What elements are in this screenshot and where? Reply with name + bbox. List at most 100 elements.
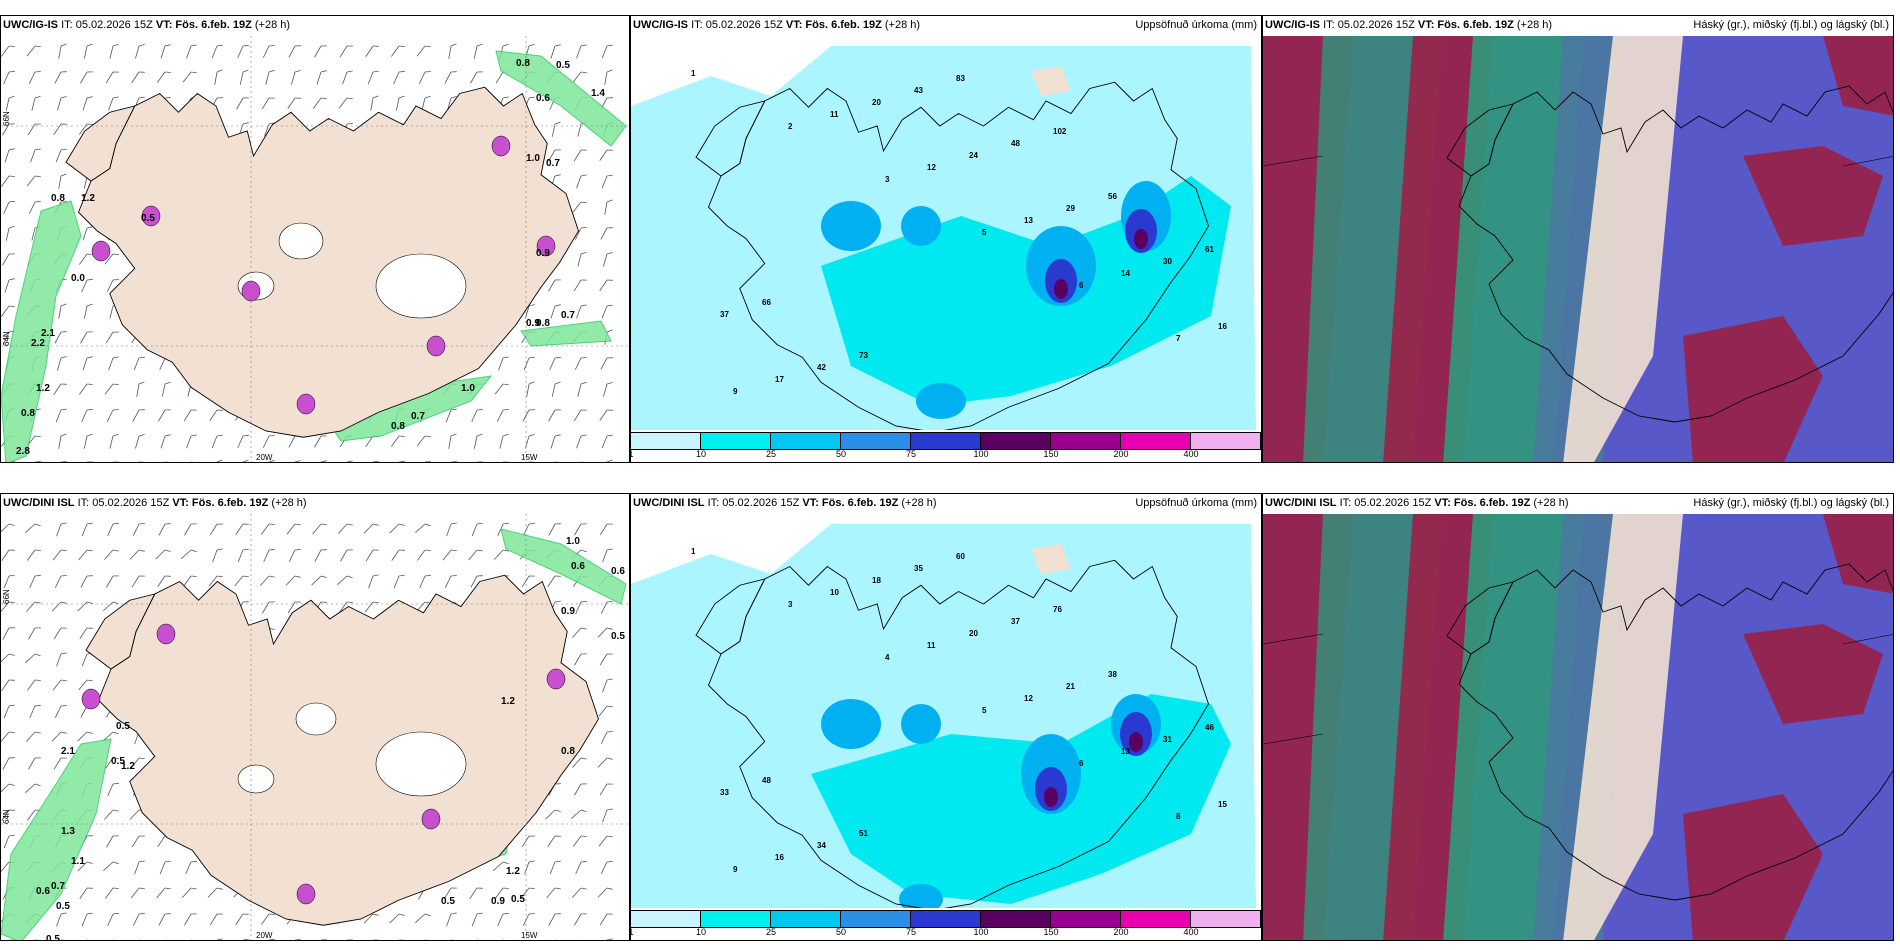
barb-flag — [606, 523, 613, 525]
barb-shaft — [108, 357, 114, 371]
wind-value-label: 0.5 — [441, 896, 455, 907]
barb-shaft — [521, 575, 530, 588]
wind-value-label: 0.6 — [536, 93, 550, 104]
barb-shaft — [470, 461, 478, 462]
wind-value-label: 0.8 — [561, 746, 575, 757]
wind-barb — [526, 381, 535, 397]
barb-shaft — [131, 575, 140, 588]
barb-flag — [60, 148, 67, 151]
barb-shaft — [3, 71, 10, 85]
barb-shaft — [314, 549, 322, 562]
barb-flag — [554, 575, 561, 577]
barb-shaft — [107, 523, 114, 537]
barb-shaft — [545, 939, 556, 940]
glacier — [375, 253, 467, 319]
wind-value-label: 1.2 — [121, 761, 135, 772]
barb-shaft — [288, 549, 296, 562]
barb-flag — [112, 912, 119, 915]
barb-flag — [34, 175, 41, 178]
barb-shaft — [573, 835, 582, 847]
wind-barb — [572, 627, 587, 638]
barb-flag — [528, 913, 535, 915]
wind-barb — [1, 305, 15, 317]
barb-shaft — [497, 523, 504, 537]
barb-shaft — [314, 45, 322, 58]
wind-barb — [109, 43, 119, 59]
barb-shaft — [129, 809, 140, 820]
barb-shaft — [495, 461, 504, 462]
colorbar-cell — [1121, 911, 1191, 927]
wind-barb — [81, 912, 93, 927]
wind-barb — [599, 409, 613, 422]
barb-flag — [86, 433, 93, 437]
barb-flag — [398, 574, 405, 577]
barb-shaft — [576, 305, 582, 319]
wind-barb — [597, 627, 613, 638]
wind-barb — [211, 44, 223, 59]
wind-barb — [26, 175, 41, 187]
glacier — [278, 222, 324, 260]
wind-barb — [395, 95, 405, 111]
barb-shaft — [572, 461, 582, 462]
barb-flag — [60, 383, 67, 385]
barb-flag — [60, 679, 67, 682]
barb-flag — [554, 304, 561, 307]
barb-flag — [8, 783, 15, 786]
wind-barb — [363, 913, 379, 924]
barb-shaft — [58, 435, 62, 449]
iceland-coastline — [707, 81, 1209, 432]
wind-value-label: 0.5 — [141, 213, 155, 224]
wind-value-label: 0.7 — [411, 411, 425, 422]
precip-value-label: 48 — [1011, 139, 1020, 148]
barb-flag — [554, 381, 561, 385]
barb-shaft — [597, 757, 608, 768]
barb-flag — [34, 201, 41, 203]
barb-flag — [346, 939, 353, 940]
barb-shaft — [262, 435, 270, 448]
wind-barb — [237, 44, 249, 59]
barb-flag — [242, 122, 249, 125]
barb-shaft — [109, 435, 114, 449]
wind-barb — [575, 860, 587, 875]
wind-barb — [131, 575, 145, 588]
wind-barb — [161, 381, 171, 397]
barb-shaft — [134, 861, 140, 875]
barb-flag — [398, 523, 405, 526]
barb-shaft — [577, 383, 582, 397]
wind-barb — [416, 435, 431, 447]
barb-shaft — [105, 887, 114, 899]
precip-value-label: 31 — [1163, 735, 1172, 744]
barb-shaft — [573, 409, 582, 422]
barb-shaft — [265, 461, 270, 462]
iceland — [1446, 85, 1893, 423]
barb-shaft — [444, 461, 452, 462]
wind-barb — [2, 253, 15, 266]
precip-max — [1054, 279, 1068, 299]
barb-flag — [606, 382, 613, 385]
wind-barb — [418, 461, 431, 462]
cloud-layer — [1823, 36, 1893, 116]
wind-barb — [550, 434, 561, 449]
barb-shaft — [133, 357, 140, 371]
barb-flag — [112, 409, 119, 411]
cloud-layer — [1683, 316, 1823, 462]
wind-barb — [599, 149, 613, 162]
barb-flag — [502, 887, 509, 889]
barb-shaft — [211, 45, 218, 59]
barb-shaft — [79, 627, 88, 640]
wind-barb — [157, 575, 171, 588]
barb-flag — [424, 95, 431, 99]
barb-shaft — [182, 461, 192, 462]
panel-variable: Háský (gr.), miðský (fj.bl.) og lágský (… — [1693, 19, 1889, 31]
wind-barb — [573, 835, 587, 847]
cloud-layer — [1683, 794, 1823, 940]
wind-barb — [551, 121, 561, 137]
snow-spot — [536, 235, 556, 257]
wind-barb — [574, 227, 587, 240]
barb-flag — [86, 43, 93, 47]
wind-barb — [79, 627, 93, 640]
wind-barb — [547, 835, 561, 848]
barb-shaft — [598, 835, 608, 847]
iceland-coastline — [97, 574, 599, 926]
